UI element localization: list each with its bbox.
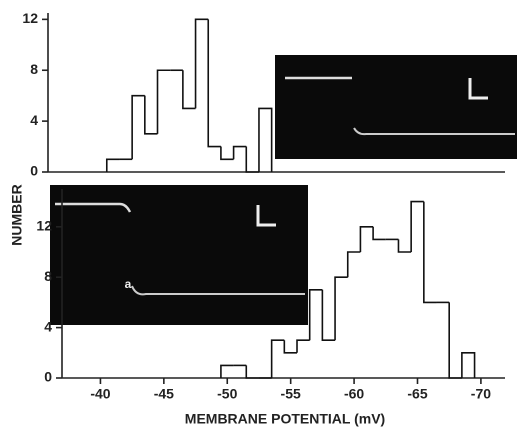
histogram-step (308, 289, 323, 341)
histogram-step (334, 276, 348, 341)
y-tick-label: 8 (30, 61, 38, 77)
inset-panel (275, 55, 517, 159)
histogram-step (245, 365, 259, 379)
histogram-step (397, 239, 412, 253)
x-tick-label: -70 (471, 386, 491, 402)
histogram-step (245, 146, 259, 173)
histogram-step (270, 339, 285, 378)
inset-trace (55, 202, 132, 213)
y-tick-label: 12 (22, 10, 38, 26)
x-tick-label: -55 (281, 386, 301, 402)
top-inset (275, 55, 517, 159)
histogram-step (448, 302, 462, 379)
inset-trace (353, 127, 515, 136)
x-tick-label: -60 (344, 386, 364, 402)
histogram-step (423, 201, 437, 304)
x-tick-label: -65 (407, 386, 427, 402)
histogram-step (220, 146, 234, 161)
scale-bar (468, 78, 488, 100)
y-tick-label: 4 (30, 112, 38, 128)
y-tick-label: 8 (44, 268, 52, 284)
histogram-step (296, 339, 310, 353)
scale-bar (256, 205, 276, 227)
histogram-step (321, 289, 336, 341)
histogram-step (131, 94, 145, 160)
histogram-step (359, 226, 374, 252)
x-tick-label: -45 (154, 386, 174, 402)
histogram-step (105, 158, 120, 172)
inset-panel (50, 185, 308, 325)
histogram-step (232, 145, 247, 160)
histogram-step (372, 226, 386, 241)
y-tick-label: 4 (44, 318, 52, 334)
y-tick-label: 12 (36, 218, 52, 234)
histogram-step (461, 352, 476, 378)
y-tick-label: 0 (44, 369, 52, 385)
histogram-step (144, 95, 158, 135)
y-tick-label: 0 (30, 163, 38, 179)
histogram-step (283, 340, 298, 354)
histogram-step (156, 69, 171, 134)
histogram-step (410, 200, 424, 252)
histogram-step (207, 19, 221, 148)
histogram-step (182, 70, 196, 110)
histogram-step (220, 364, 234, 378)
bottom-inset: a (50, 185, 308, 325)
x-tick-label: -40 (90, 386, 110, 402)
y-axis-label: NUMBER (9, 184, 25, 245)
inset-trace (131, 285, 305, 296)
x-axis-label: MEMBRANE POTENTIAL (mV) (185, 411, 385, 427)
histogram-step (194, 18, 209, 109)
histogram-step (258, 107, 273, 172)
x-tick-label: -50 (217, 386, 237, 402)
histogram-step (346, 251, 361, 278)
inset-label: a (125, 277, 132, 291)
